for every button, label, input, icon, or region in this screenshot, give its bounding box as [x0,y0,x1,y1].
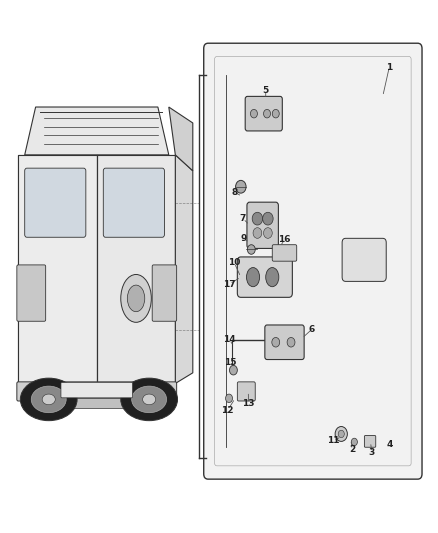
Polygon shape [169,107,193,171]
Text: 12: 12 [222,406,234,415]
Circle shape [264,109,271,118]
FancyBboxPatch shape [103,168,164,237]
Circle shape [230,366,237,375]
Ellipse shape [121,274,151,322]
Circle shape [247,245,255,254]
Polygon shape [97,155,175,383]
Circle shape [272,337,280,347]
Circle shape [338,430,344,438]
Circle shape [236,180,246,193]
Text: 8: 8 [231,188,237,197]
Ellipse shape [247,268,260,287]
Circle shape [226,394,233,402]
Text: 11: 11 [327,437,339,446]
FancyBboxPatch shape [342,238,386,281]
Ellipse shape [127,285,145,312]
FancyBboxPatch shape [364,435,376,447]
Circle shape [287,337,295,347]
FancyBboxPatch shape [17,382,177,401]
Circle shape [263,212,273,225]
Polygon shape [175,155,193,383]
Text: 10: 10 [228,259,240,267]
Ellipse shape [132,386,166,413]
FancyBboxPatch shape [237,257,292,297]
Circle shape [351,438,357,446]
Text: 2: 2 [349,446,355,455]
Circle shape [253,228,262,238]
Circle shape [335,426,347,441]
FancyBboxPatch shape [35,398,159,408]
FancyBboxPatch shape [61,382,133,398]
FancyBboxPatch shape [152,265,177,321]
Text: 6: 6 [309,325,315,334]
FancyBboxPatch shape [204,43,422,479]
Polygon shape [18,155,97,383]
Text: 17: 17 [223,279,236,288]
Circle shape [251,109,258,118]
Text: 13: 13 [243,399,255,408]
Ellipse shape [42,394,55,405]
FancyBboxPatch shape [247,202,279,248]
Text: 9: 9 [240,234,247,243]
Circle shape [252,212,263,225]
Text: 14: 14 [223,335,236,344]
Ellipse shape [121,378,177,421]
Polygon shape [25,107,169,155]
FancyBboxPatch shape [265,325,304,360]
Text: 15: 15 [224,358,236,367]
Ellipse shape [266,268,279,287]
Text: 7: 7 [240,214,246,223]
FancyBboxPatch shape [25,168,86,237]
Polygon shape [18,155,175,383]
FancyBboxPatch shape [17,265,46,321]
FancyBboxPatch shape [245,96,283,131]
Text: 4: 4 [387,440,393,449]
Circle shape [272,109,279,118]
Text: 3: 3 [369,448,375,457]
Ellipse shape [20,378,77,421]
FancyBboxPatch shape [272,245,297,261]
Text: 16: 16 [278,236,291,245]
Circle shape [264,228,272,238]
Ellipse shape [31,386,66,413]
FancyBboxPatch shape [237,382,255,401]
Text: 1: 1 [386,63,392,71]
Text: 5: 5 [263,85,269,94]
Ellipse shape [143,394,155,405]
